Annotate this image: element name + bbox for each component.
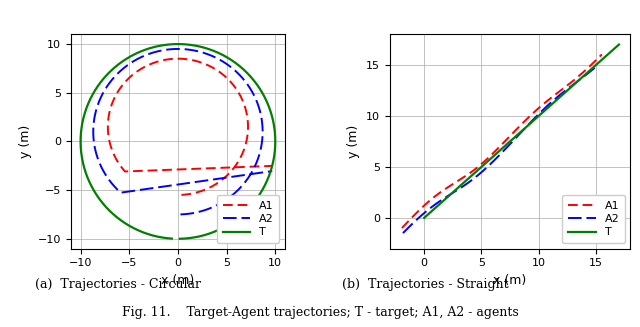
X-axis label: x (m): x (m) — [161, 274, 195, 287]
A2 — [259, 129, 266, 133]
A2 — [501, 147, 509, 151]
Line: T: T — [424, 44, 619, 218]
Y-axis label: y (m): y (m) — [348, 125, 360, 158]
A2 — [513, 135, 520, 139]
A2 — [587, 69, 595, 73]
A1 — [491, 149, 499, 153]
T — [580, 74, 588, 78]
T — [514, 132, 522, 136]
T — [204, 47, 212, 51]
Line: T: T — [81, 44, 275, 239]
A1 — [506, 135, 513, 139]
Text: (b)  Trajectories - Straight: (b) Trajectories - Straight — [342, 278, 509, 291]
T — [615, 43, 623, 46]
X-axis label: x (m): x (m) — [493, 274, 527, 287]
A1 — [598, 52, 605, 56]
A2 — [173, 47, 181, 51]
T — [168, 237, 175, 241]
A1 — [106, 109, 114, 112]
A1 — [268, 164, 276, 168]
Y-axis label: y (m): y (m) — [19, 125, 32, 158]
Line: A1: A1 — [108, 59, 272, 195]
A2 — [108, 79, 115, 83]
Line: A1: A1 — [402, 54, 602, 228]
T — [525, 122, 533, 126]
A1 — [177, 193, 185, 197]
A2 — [138, 55, 146, 59]
A2 — [207, 53, 214, 57]
A2 — [558, 92, 566, 95]
A2 — [249, 168, 257, 172]
Text: Fig. 11.    Target-Agent trajectories; T - target; A1, A2 - agents: Fig. 11. Target-Agent trajectories; T - … — [122, 306, 518, 319]
A1 — [236, 157, 244, 161]
T — [513, 134, 520, 138]
A1 — [593, 58, 600, 61]
T — [124, 56, 131, 60]
T — [271, 135, 279, 139]
T — [176, 237, 184, 241]
A1 — [398, 226, 406, 230]
Legend: A1, A2, T: A1, A2, T — [563, 195, 625, 243]
A1 — [122, 79, 130, 83]
T — [536, 113, 544, 117]
A1 — [561, 85, 569, 89]
A2 — [177, 213, 184, 216]
A2 — [489, 160, 497, 164]
A1 — [244, 126, 252, 130]
T — [420, 216, 428, 220]
Legend: A1, A2, T: A1, A2, T — [217, 195, 280, 243]
A2 — [268, 169, 276, 173]
A2 — [399, 231, 407, 235]
Text: (a)  Trajectories - Circular: (a) Trajectories - Circular — [35, 278, 202, 291]
A2 — [488, 161, 495, 165]
T — [611, 47, 618, 51]
T — [91, 89, 99, 93]
Line: A2: A2 — [93, 49, 272, 215]
A1 — [148, 61, 156, 65]
T — [262, 182, 269, 186]
Line: A2: A2 — [403, 67, 595, 233]
T — [173, 42, 181, 46]
A2 — [591, 65, 599, 69]
T — [77, 138, 84, 142]
A1 — [204, 63, 212, 67]
A2 — [90, 117, 98, 121]
A1 — [174, 57, 182, 60]
A1 — [517, 123, 525, 127]
A1 — [492, 148, 500, 152]
